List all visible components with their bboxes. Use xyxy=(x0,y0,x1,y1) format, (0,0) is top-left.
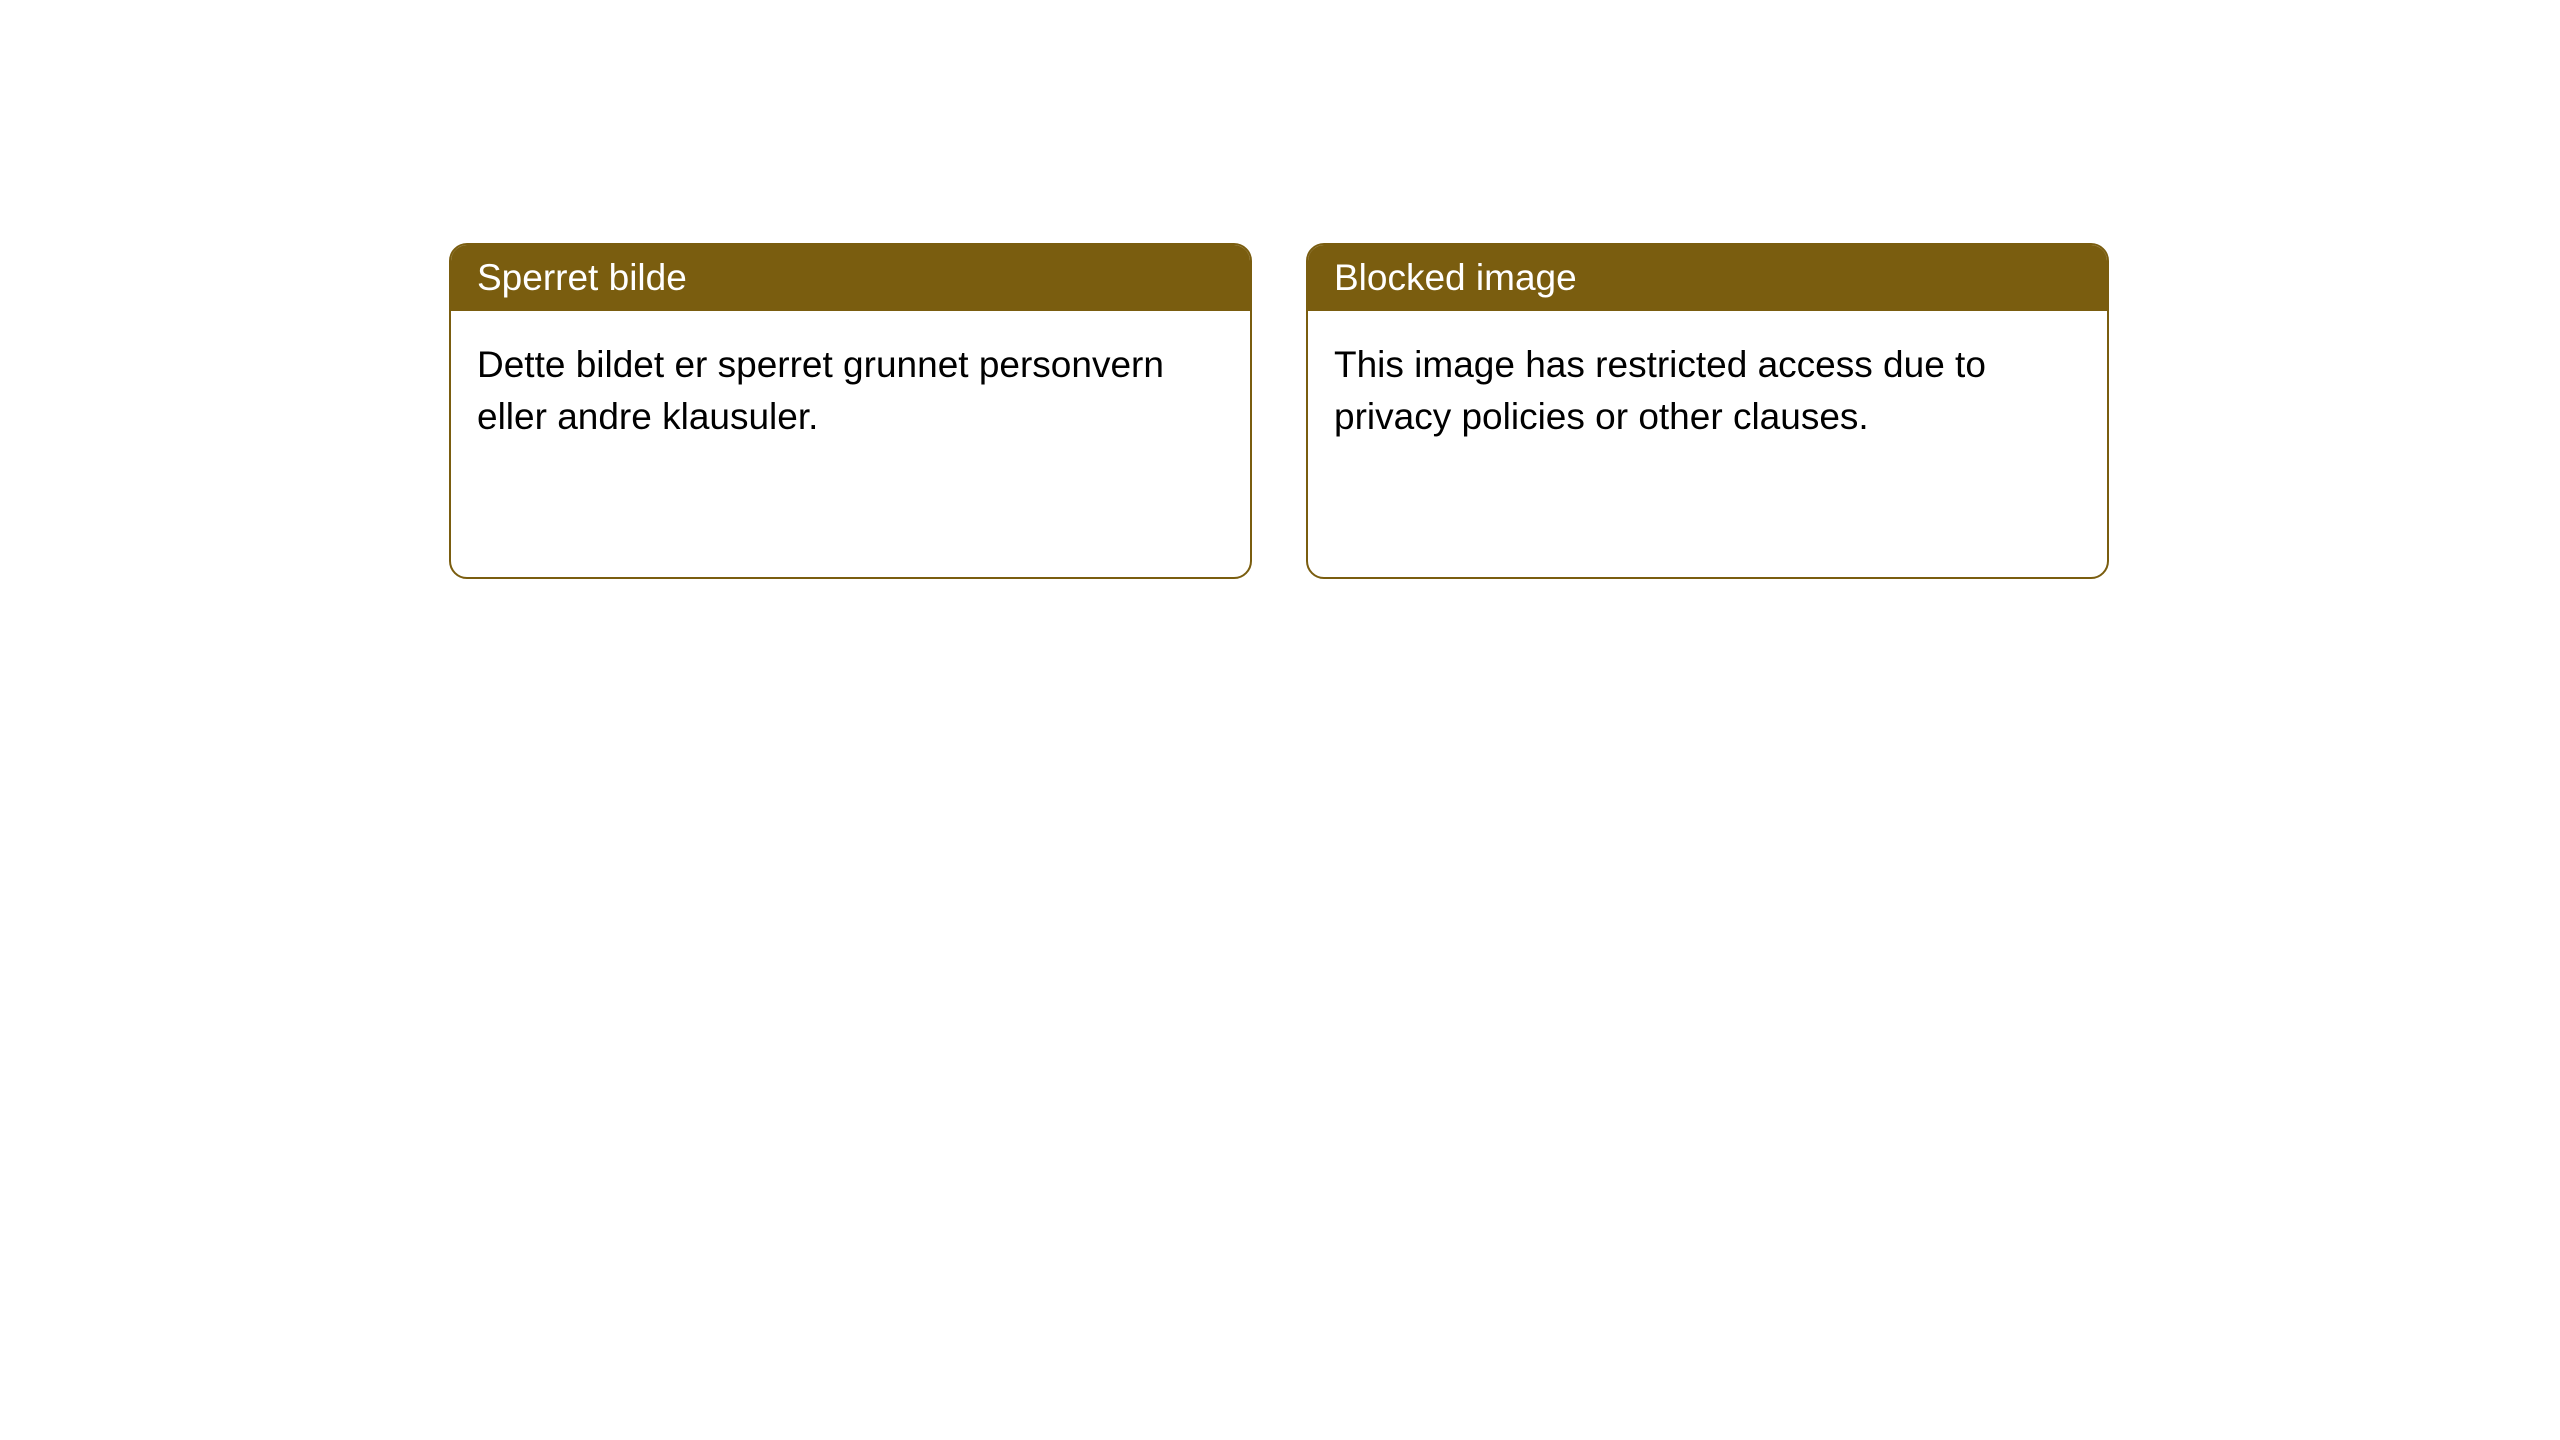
notice-container: Sperret bilde Dette bildet er sperret gr… xyxy=(0,0,2560,579)
card-body: Dette bildet er sperret grunnet personve… xyxy=(451,311,1250,471)
card-header: Blocked image xyxy=(1308,245,2107,311)
notice-card-english: Blocked image This image has restricted … xyxy=(1306,243,2109,579)
card-message: This image has restricted access due to … xyxy=(1334,344,1986,437)
card-message: Dette bildet er sperret grunnet personve… xyxy=(477,344,1164,437)
card-header: Sperret bilde xyxy=(451,245,1250,311)
card-title: Blocked image xyxy=(1334,257,1577,298)
card-body: This image has restricted access due to … xyxy=(1308,311,2107,471)
card-title: Sperret bilde xyxy=(477,257,687,298)
notice-card-norwegian: Sperret bilde Dette bildet er sperret gr… xyxy=(449,243,1252,579)
